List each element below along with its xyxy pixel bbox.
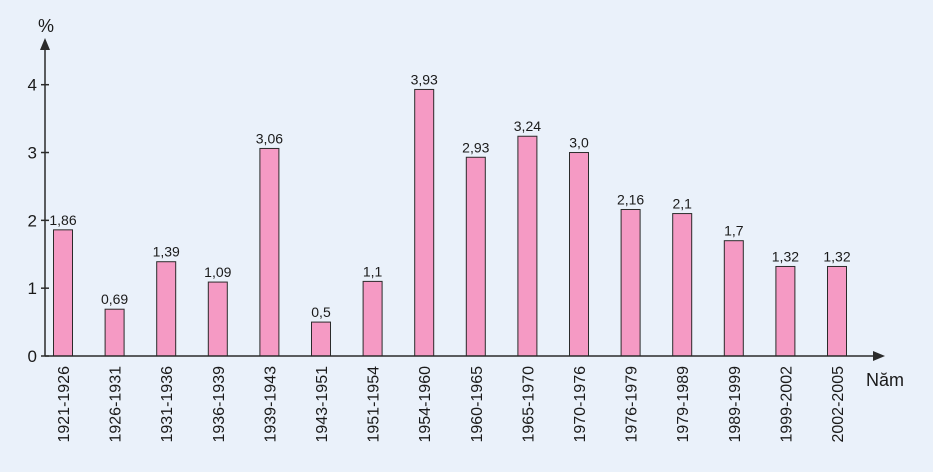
x-category-label: 1960-1965	[469, 366, 486, 443]
bar	[569, 152, 589, 357]
x-category-label: 1970-1976	[572, 366, 589, 443]
x-category-label: 2002-2005	[830, 366, 847, 443]
bar	[53, 229, 73, 357]
bar-value-label: 3,0	[569, 135, 589, 151]
x-category-label: 1939-1943	[262, 366, 279, 443]
bar-value-label: 2,1	[672, 196, 692, 212]
x-category-label: 1943-1951	[314, 366, 331, 443]
x-category-label: 1954-1960	[417, 366, 434, 443]
bar	[723, 240, 744, 357]
x-category-label: 1965-1970	[520, 366, 537, 443]
bar-value-label: 3,93	[411, 71, 438, 87]
bar-value-label: 1,32	[772, 248, 799, 264]
y-tick-label: 0	[28, 347, 37, 366]
bar	[827, 265, 847, 357]
x-axis-arrow-icon	[873, 351, 885, 361]
bar	[414, 88, 435, 357]
bar	[775, 265, 796, 357]
bar-value-label: 1,09	[204, 264, 231, 280]
x-category-label: 1926-1931	[108, 366, 125, 443]
x-category-label: 1951-1954	[366, 366, 383, 443]
y-axis-arrow-icon	[40, 38, 50, 50]
bar	[104, 308, 125, 357]
y-ticks-group: 0 1 2 3 4	[28, 76, 49, 366]
x-category-label: 1979-1989	[675, 366, 692, 443]
bar	[672, 213, 693, 357]
bar-value-label: 3,06	[256, 130, 283, 146]
bar	[465, 156, 486, 357]
bar-value-label: 3,24	[514, 118, 541, 134]
bar-value-label: 1,1	[363, 263, 383, 279]
bar	[259, 147, 280, 357]
bar-value-label: 1,39	[153, 244, 180, 260]
x-axis-title: Năm	[866, 370, 904, 390]
bar-value-label: 1,32	[823, 248, 850, 264]
bars-group	[53, 88, 847, 357]
bar-value-label: 0,5	[311, 304, 331, 320]
x-category-label: 1989-1999	[727, 366, 744, 443]
y-tick-label: 4	[28, 76, 37, 95]
x-category-label: 1936-1939	[211, 366, 228, 443]
y-axis-title: %	[38, 16, 54, 36]
bar	[207, 281, 228, 357]
y-tick-label: 1	[28, 279, 37, 298]
bar-value-label: 0,69	[101, 291, 128, 307]
x-category-label: 1931-1936	[159, 366, 176, 443]
data-labels-group: 1,86 0,69 1,39 1,09 3,06 0,5 1,1 3,93 2,93 3,24 3,…	[49, 71, 850, 320]
x-category-label: 1921-1926	[56, 366, 73, 443]
x-category-label: 1976-1979	[624, 366, 641, 443]
bar	[362, 280, 383, 357]
x-category-labels-group: 1921-1926 1926-1931 1931-1936 1936-1939 1939…	[56, 366, 847, 443]
x-category-label: 1999-2002	[778, 366, 795, 443]
bar	[517, 135, 538, 357]
bar-value-label: 1,7	[724, 223, 744, 239]
bar-value-label: 1,86	[49, 212, 76, 228]
bar-value-label: 2,93	[462, 139, 489, 155]
axes-group: % Năm	[38, 16, 904, 390]
bar-value-label: 2,16	[617, 191, 644, 207]
bar	[156, 261, 177, 357]
y-tick-label: 2	[28, 211, 37, 230]
y-tick-label: 3	[28, 144, 37, 163]
bar	[620, 208, 641, 357]
bar	[311, 321, 331, 357]
